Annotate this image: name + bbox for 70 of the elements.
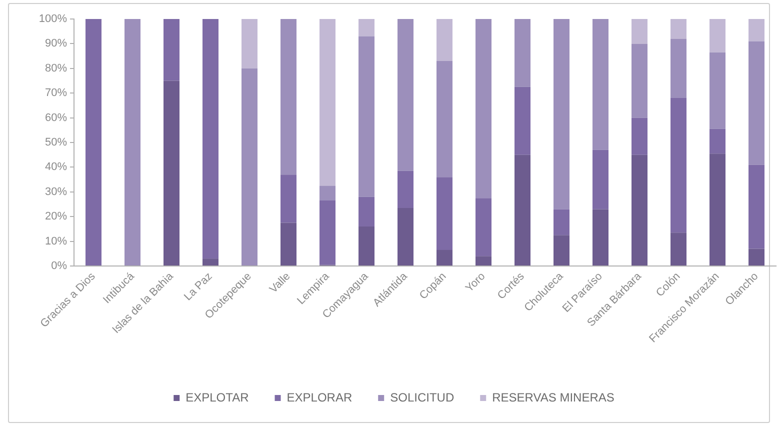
y-tick-label: 40% xyxy=(44,161,68,174)
legend-label: SOLICITUD xyxy=(390,390,454,404)
bar xyxy=(398,19,414,171)
y-tick-label: 20% xyxy=(44,210,68,223)
bar xyxy=(358,196,374,226)
bar xyxy=(632,154,648,266)
bar xyxy=(280,222,296,266)
bar xyxy=(242,19,258,68)
bar xyxy=(748,164,764,249)
bar xyxy=(670,38,686,98)
bar xyxy=(476,256,492,266)
bar xyxy=(358,226,374,266)
bar xyxy=(436,250,452,266)
legend-label: EXPLOTAR xyxy=(186,390,250,404)
y-tick-label: 50% xyxy=(44,136,68,149)
bar xyxy=(592,150,608,210)
bar xyxy=(670,19,686,39)
x-tick-label: Yoro xyxy=(464,270,488,295)
y-tick-label: 60% xyxy=(44,112,68,124)
bar xyxy=(748,19,764,42)
bar xyxy=(632,19,648,44)
bar xyxy=(514,154,530,266)
bar xyxy=(436,177,452,250)
bar xyxy=(554,235,570,266)
bar xyxy=(358,19,374,36)
bar xyxy=(358,36,374,197)
bar xyxy=(86,19,102,266)
bar xyxy=(748,248,764,266)
bar xyxy=(476,198,492,256)
y-tick-label: 100% xyxy=(38,13,68,26)
legend-label: EXPLORAR xyxy=(286,390,352,404)
bar xyxy=(710,52,726,129)
bar xyxy=(398,170,414,208)
bar xyxy=(632,118,648,155)
y-tick-label: 90% xyxy=(44,38,68,50)
bar xyxy=(592,209,608,266)
y-tick-label: 70% xyxy=(44,87,68,100)
bar xyxy=(554,19,570,210)
bar xyxy=(514,86,530,155)
bar xyxy=(632,44,648,118)
x-tick-label: Valle xyxy=(268,270,293,296)
bar xyxy=(320,200,336,265)
bar xyxy=(670,98,686,233)
bar xyxy=(476,19,492,198)
bar xyxy=(592,19,608,150)
bar xyxy=(748,41,764,165)
bar xyxy=(242,68,258,266)
y-tick-label: 10% xyxy=(44,235,68,248)
bar xyxy=(710,128,726,154)
bar xyxy=(124,19,140,266)
bar xyxy=(436,60,452,178)
bar xyxy=(670,232,686,266)
bar xyxy=(320,186,336,201)
bar xyxy=(164,80,180,266)
bar xyxy=(202,19,218,259)
bar xyxy=(320,19,336,186)
y-tick-label: 0% xyxy=(51,260,68,272)
bar xyxy=(202,258,218,266)
y-tick-label: 80% xyxy=(44,62,68,74)
bar xyxy=(710,154,726,266)
bar xyxy=(280,174,296,223)
bar xyxy=(436,19,452,61)
bar xyxy=(398,208,414,266)
y-tick-label: 30% xyxy=(44,186,68,198)
bar xyxy=(710,19,726,52)
bar xyxy=(514,19,530,87)
bar xyxy=(280,19,296,175)
legend-label: RESERVAS MINERAS xyxy=(492,390,614,404)
bar xyxy=(164,19,180,81)
bar xyxy=(554,209,570,236)
